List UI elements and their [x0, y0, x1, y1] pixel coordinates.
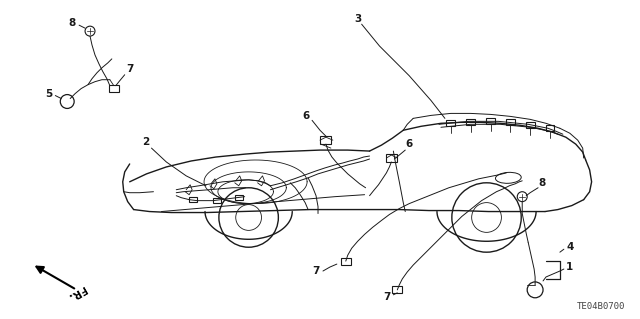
- Text: 8: 8: [538, 178, 546, 188]
- Bar: [213, 198, 221, 203]
- Bar: [189, 197, 197, 202]
- Bar: [446, 120, 455, 126]
- Bar: [466, 119, 475, 125]
- Text: 8: 8: [68, 18, 76, 28]
- Bar: [545, 125, 554, 131]
- Bar: [386, 154, 397, 162]
- Text: FR.: FR.: [65, 284, 87, 302]
- Bar: [392, 286, 403, 293]
- Bar: [341, 258, 351, 264]
- Text: 5: 5: [45, 89, 52, 99]
- Bar: [109, 85, 119, 92]
- Text: 7: 7: [384, 292, 391, 302]
- Bar: [525, 122, 534, 128]
- Text: 1: 1: [566, 262, 573, 272]
- Text: 7: 7: [126, 64, 133, 74]
- Bar: [506, 119, 515, 125]
- Text: 7: 7: [312, 266, 320, 276]
- Bar: [486, 118, 495, 124]
- Text: 6: 6: [303, 111, 310, 121]
- Text: TE04B0700: TE04B0700: [577, 302, 625, 311]
- Text: 2: 2: [142, 137, 149, 147]
- Text: 4: 4: [566, 242, 573, 252]
- Text: 6: 6: [406, 139, 413, 149]
- Text: 3: 3: [354, 14, 362, 24]
- Bar: [321, 136, 332, 144]
- Bar: [235, 195, 243, 200]
